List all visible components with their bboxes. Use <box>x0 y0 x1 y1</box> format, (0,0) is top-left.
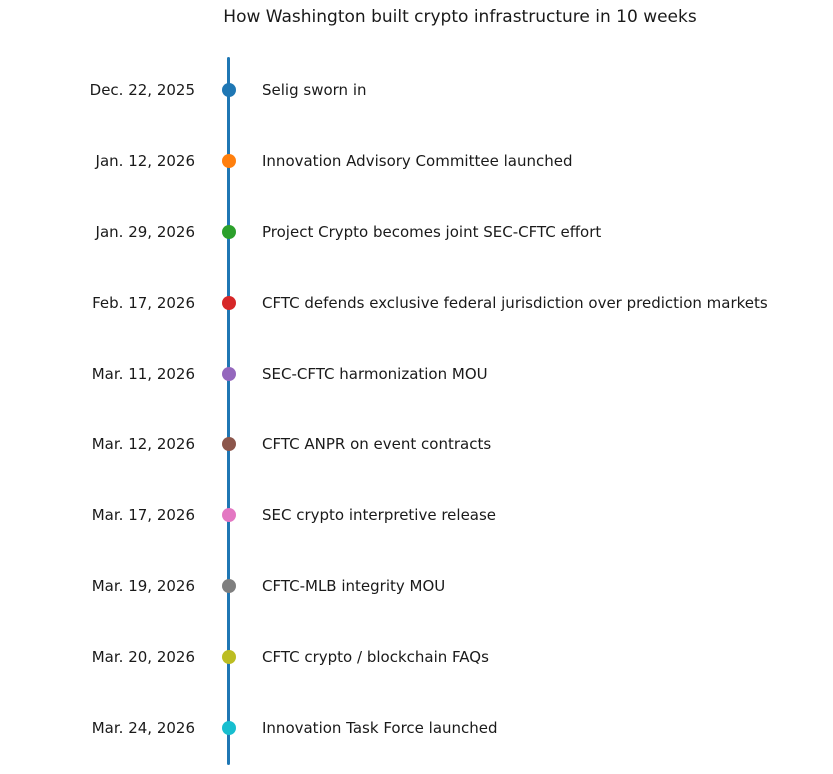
event-date: Mar. 11, 2026 <box>91 364 195 383</box>
chart-title: How Washington built crypto infrastructu… <box>223 7 697 27</box>
event-marker-dot <box>221 83 236 97</box>
timeline-axis-line <box>226 57 230 765</box>
event-label: SEC crypto interpretive release <box>262 506 497 525</box>
event-date: Dec. 22, 2025 <box>89 81 195 99</box>
event-date: Mar. 19, 2026 <box>91 577 195 596</box>
event-label: Innovation Task Force launched <box>262 719 498 737</box>
event-date: Jan. 29, 2026 <box>95 222 195 241</box>
event-marker-dot <box>221 650 236 665</box>
event-label: Project Crypto becomes joint SEC-CFTC ef… <box>262 222 602 241</box>
event-date: Jan. 12, 2026 <box>95 151 195 170</box>
event-marker-dot <box>221 153 236 168</box>
event-date: Feb. 17, 2026 <box>92 293 195 312</box>
event-label: SEC-CFTC harmonization MOU <box>262 364 488 383</box>
event-marker-dot <box>221 508 236 523</box>
event-label: CFTC defends exclusive federal jurisdict… <box>262 293 768 312</box>
event-date: Mar. 17, 2026 <box>91 506 195 525</box>
event-date: Mar. 12, 2026 <box>91 435 195 454</box>
event-label: CFTC ANPR on event contracts <box>262 435 492 454</box>
event-date: Mar. 24, 2026 <box>91 719 195 737</box>
event-marker-dot <box>221 295 236 310</box>
event-marker-dot <box>221 437 236 452</box>
event-label: Innovation Advisory Committee launched <box>262 151 573 170</box>
event-marker-dot <box>221 224 236 239</box>
event-marker-dot <box>221 579 236 594</box>
event-label: Selig sworn in <box>262 81 367 99</box>
event-label: CFTC-MLB integrity MOU <box>262 577 446 596</box>
event-marker-dot <box>221 366 236 381</box>
event-marker-dot <box>221 721 236 735</box>
event-date: Mar. 20, 2026 <box>91 648 195 667</box>
event-label: CFTC crypto / blockchain FAQs <box>262 648 489 667</box>
